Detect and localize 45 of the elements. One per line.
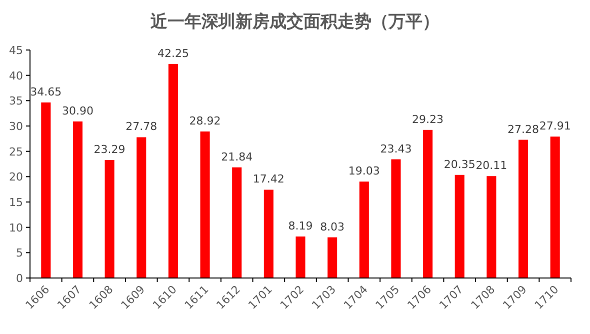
y-tick-label: 25 bbox=[9, 145, 23, 158]
y-tick-label: 45 bbox=[9, 44, 23, 57]
data-label: 42.25 bbox=[157, 46, 189, 60]
bar bbox=[200, 131, 210, 278]
data-label: 20.35 bbox=[444, 158, 476, 171]
y-tick-label: 35 bbox=[9, 94, 23, 108]
bar bbox=[550, 136, 560, 278]
y-tick-label: 40 bbox=[9, 69, 23, 82]
bar bbox=[264, 190, 274, 278]
y-tick-label: 15 bbox=[9, 196, 23, 209]
bar bbox=[72, 121, 83, 278]
y-tick-label: 5 bbox=[16, 246, 23, 260]
bar bbox=[391, 159, 401, 278]
data-label: 30.90 bbox=[62, 104, 94, 118]
bar bbox=[518, 140, 528, 278]
y-tick-label: 30 bbox=[9, 120, 23, 133]
y-tick-label: 0 bbox=[16, 272, 23, 285]
bar bbox=[168, 64, 178, 278]
data-label: 23.29 bbox=[94, 142, 126, 156]
y-tick-label: 10 bbox=[9, 221, 23, 234]
bar bbox=[359, 182, 369, 278]
data-label: 17.42 bbox=[252, 172, 284, 186]
data-label: 21.84 bbox=[221, 150, 253, 164]
y-tick-label: 20 bbox=[9, 170, 23, 184]
data-label: 34.65 bbox=[30, 85, 62, 98]
bar bbox=[296, 236, 306, 278]
data-label: 27.78 bbox=[126, 120, 158, 134]
bar bbox=[41, 102, 51, 278]
bar bbox=[104, 160, 114, 278]
bar bbox=[486, 176, 496, 278]
bar bbox=[328, 237, 338, 278]
bar bbox=[454, 174, 464, 278]
bar bbox=[136, 137, 146, 278]
data-label: 23.43 bbox=[380, 142, 412, 156]
data-label: 27.91 bbox=[539, 120, 571, 133]
bar bbox=[232, 167, 242, 278]
data-label: 8.03 bbox=[320, 220, 345, 234]
chart-title: 近一年深圳新房成交面积走势（万平） bbox=[150, 12, 440, 32]
data-label: 20.11 bbox=[476, 159, 508, 172]
data-label: 28.92 bbox=[189, 114, 221, 128]
data-label: 8.19 bbox=[288, 220, 313, 233]
data-label: 29.23 bbox=[412, 112, 444, 126]
data-label: 27.28 bbox=[508, 122, 540, 136]
data-label: 19.03 bbox=[348, 164, 380, 178]
bar bbox=[423, 130, 433, 278]
